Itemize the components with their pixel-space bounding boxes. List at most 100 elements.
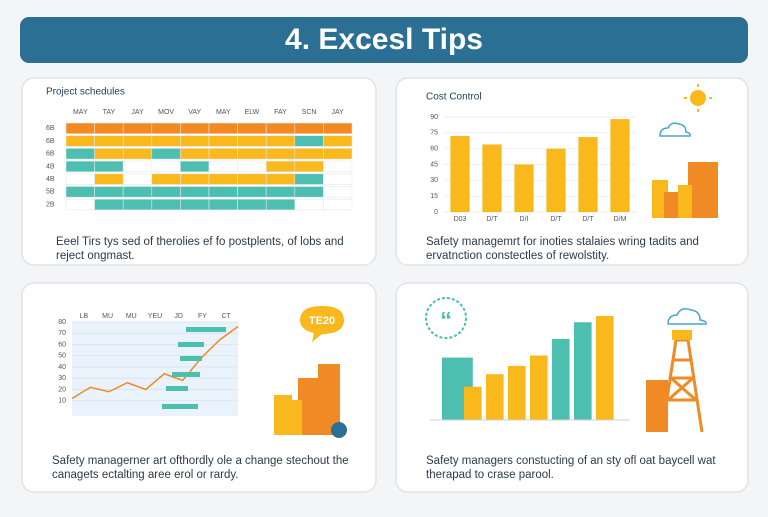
gantt-cell bbox=[294, 160, 324, 173]
caption: ervatnction constectles of rewolstity. bbox=[426, 250, 609, 262]
x-tick-label: MU bbox=[102, 313, 113, 320]
bar bbox=[596, 316, 614, 420]
gantt-cell bbox=[94, 186, 124, 198]
x-tick-label: D/I bbox=[520, 216, 529, 223]
gantt-cell bbox=[323, 198, 353, 211]
tower bbox=[646, 330, 704, 433]
gantt-cell bbox=[208, 135, 238, 147]
gantt-cell bbox=[122, 160, 153, 173]
caption: Safety managers constucting of an sty of… bbox=[426, 455, 716, 467]
caption: Eeel Tirs tys sed of therolies ef fo pos… bbox=[56, 236, 344, 248]
gantt-cell bbox=[151, 198, 181, 211]
y-tick-label: 30 bbox=[430, 177, 438, 184]
caption: therapad to crase parool. bbox=[426, 469, 554, 481]
x-tick-label: FY bbox=[198, 313, 207, 320]
y-tick-label: 20 bbox=[58, 386, 66, 393]
gantt-cell bbox=[294, 122, 324, 134]
row-label: 2B bbox=[46, 201, 55, 208]
gantt-cell bbox=[65, 148, 95, 160]
gantt-cell bbox=[208, 186, 238, 198]
bar bbox=[574, 322, 592, 420]
gantt-cell bbox=[180, 135, 210, 147]
caption: Safety managemrt for inoties stalaies wr… bbox=[426, 236, 699, 248]
header-title: 4. Excesl Tips bbox=[285, 23, 483, 56]
gantt-cell bbox=[237, 173, 267, 185]
x-tick-label: JD bbox=[174, 313, 183, 320]
header-bar bbox=[20, 17, 748, 63]
gantt-cell bbox=[237, 186, 267, 198]
card bbox=[395, 282, 749, 493]
gantt-cell bbox=[151, 148, 181, 160]
gantt-cell bbox=[65, 173, 95, 185]
gantt-cell bbox=[323, 135, 353, 147]
x-tick-label: D/T bbox=[582, 216, 594, 223]
gantt-cell bbox=[265, 122, 296, 134]
y-tick-label: 45 bbox=[430, 161, 438, 168]
y-tick-label: 10 bbox=[58, 398, 66, 405]
gantt-bar bbox=[172, 372, 200, 377]
y-tick-label: 40 bbox=[58, 364, 66, 371]
gantt-cell bbox=[94, 148, 124, 160]
y-tick-label: 15 bbox=[430, 193, 438, 200]
gantt-cell bbox=[180, 122, 210, 134]
gantt-cell bbox=[180, 198, 210, 211]
row-label: 6B bbox=[46, 138, 55, 145]
x-tick-label: MU bbox=[126, 313, 137, 320]
gantt-cell bbox=[180, 160, 210, 173]
gantt-cell bbox=[151, 173, 181, 185]
gantt-cell bbox=[180, 148, 210, 160]
gantt-cell bbox=[151, 160, 181, 173]
gantt-cell bbox=[151, 186, 181, 198]
gantt-cell bbox=[65, 160, 95, 173]
bar bbox=[508, 365, 526, 420]
column-label: TAY bbox=[103, 109, 116, 116]
buildings bbox=[274, 364, 347, 438]
gantt-cell bbox=[122, 135, 153, 147]
gantt-cell bbox=[323, 160, 353, 173]
gantt-cell bbox=[94, 173, 124, 185]
bar bbox=[610, 119, 630, 212]
sun bbox=[684, 84, 712, 112]
bar bbox=[514, 164, 534, 212]
gantt-cell bbox=[151, 122, 181, 134]
bar bbox=[464, 386, 482, 420]
plot-area bbox=[72, 322, 238, 416]
gantt-cell bbox=[180, 186, 210, 198]
y-tick-label: 60 bbox=[58, 341, 66, 348]
caption: canagets ectalting aree erol or rardy. bbox=[52, 469, 238, 481]
bar bbox=[482, 144, 502, 212]
gantt-cell bbox=[65, 198, 95, 211]
gantt-bar bbox=[180, 356, 202, 361]
gantt-cell bbox=[323, 122, 353, 134]
bar bbox=[552, 338, 570, 420]
gantt-cell bbox=[294, 173, 324, 185]
quote-icon: “ bbox=[425, 297, 467, 339]
gantt-cell bbox=[122, 186, 153, 198]
column-label: JAY bbox=[131, 109, 144, 116]
bar bbox=[578, 137, 598, 212]
column-label: FAY bbox=[274, 109, 287, 116]
y-tick-label: 75 bbox=[430, 130, 438, 137]
x-tick-label: D03 bbox=[454, 216, 467, 223]
gantt-bar bbox=[162, 404, 198, 409]
line bbox=[71, 325, 239, 400]
cloud bbox=[667, 308, 707, 325]
x-tick-label: CT bbox=[221, 313, 231, 320]
x-tick-label: D/M bbox=[614, 216, 627, 223]
gantt-cell bbox=[323, 148, 353, 160]
cloud bbox=[659, 122, 691, 137]
column-label: MAY bbox=[216, 109, 231, 116]
gantt-cell bbox=[265, 173, 296, 185]
svg-text:“: “ bbox=[440, 307, 452, 334]
gantt-cell bbox=[94, 198, 124, 211]
card-title: Project schedules bbox=[46, 87, 125, 98]
gantt-cell bbox=[94, 122, 124, 134]
gantt-cell bbox=[294, 148, 324, 160]
gantt-cell bbox=[265, 198, 296, 211]
y-tick-label: 80 bbox=[58, 319, 66, 326]
gantt-cell bbox=[294, 135, 324, 147]
badge-bubble bbox=[300, 306, 344, 342]
gantt-cell bbox=[265, 160, 296, 173]
gantt-cell bbox=[208, 160, 238, 173]
